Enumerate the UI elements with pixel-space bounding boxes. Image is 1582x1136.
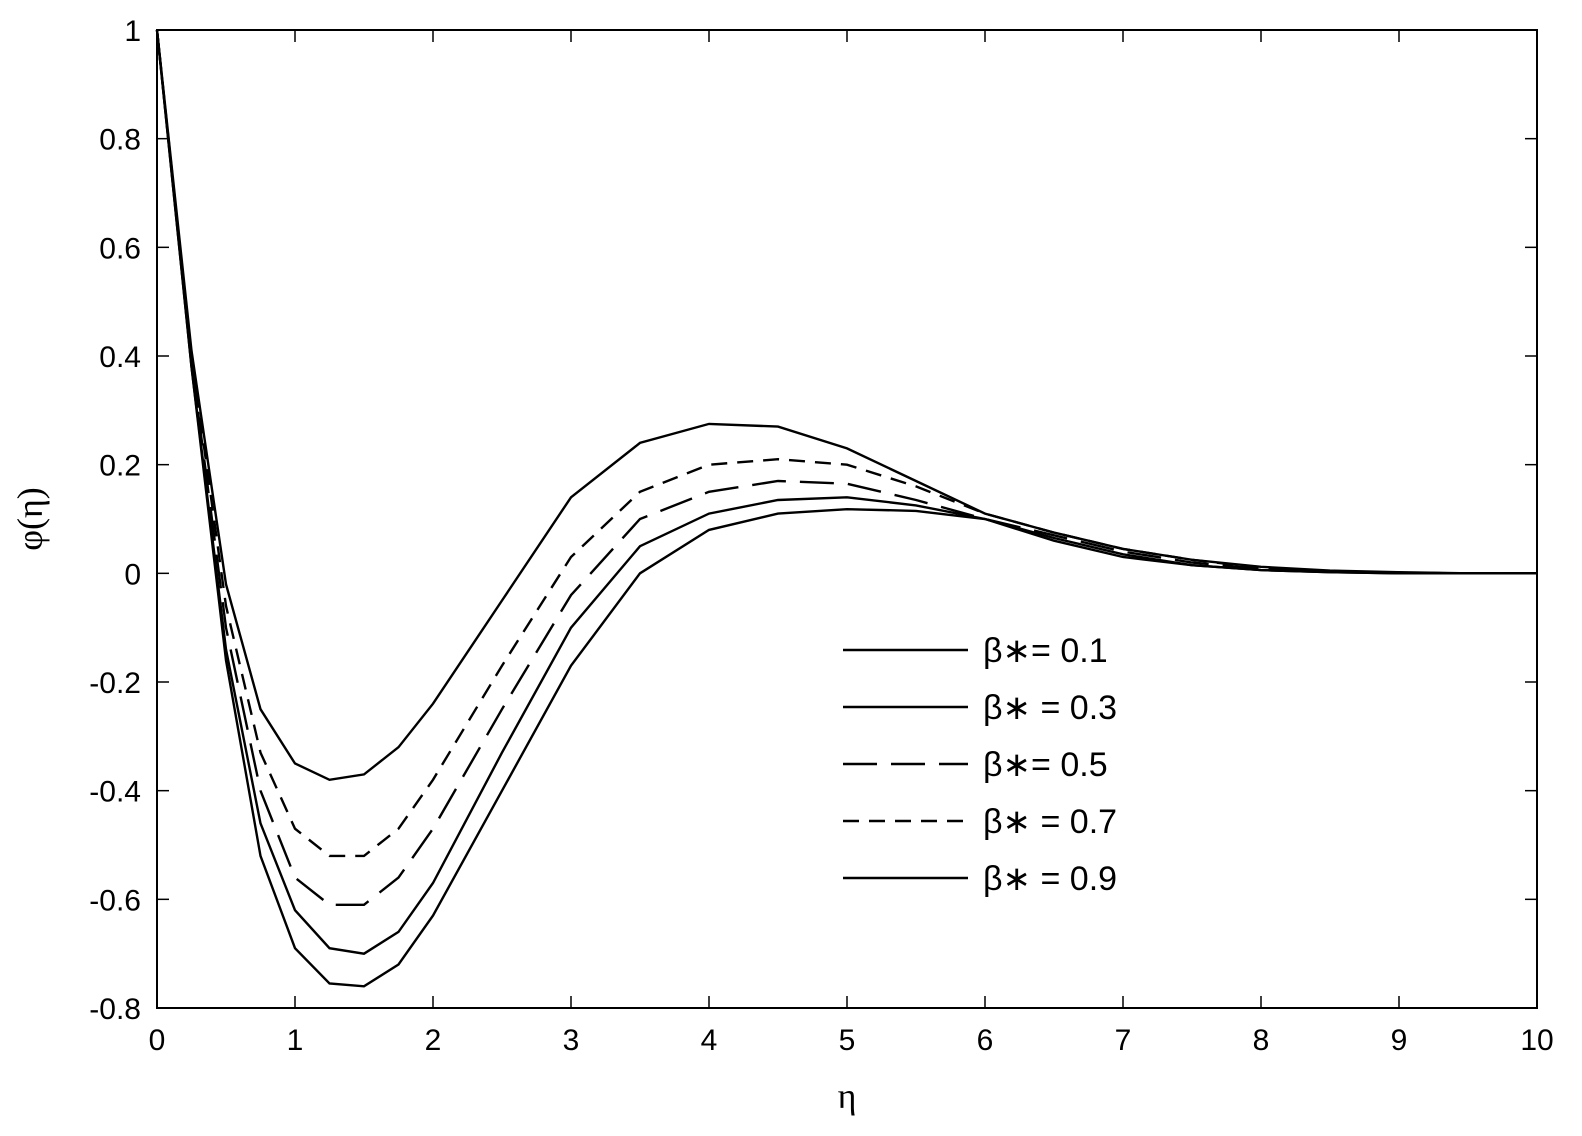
x-tick-label: 2 bbox=[425, 1024, 442, 1057]
x-tick-label: 9 bbox=[1391, 1024, 1408, 1057]
ticks-layer: 0 1 2 3 4 5 6 7 8 9 10 -0.8 -0.6 -0.4 -0.2 0 0.2 0.4 0.6 0.… bbox=[89, 15, 1553, 1057]
series-line-2 bbox=[155, 29, 1537, 955]
y-tick-label: -0.2 bbox=[89, 667, 141, 700]
series-line-4 bbox=[155, 29, 1537, 858]
y-tick-label: -0.4 bbox=[89, 776, 141, 809]
x-tick-label: 0 bbox=[149, 1024, 166, 1057]
legend-label-2: β∗ = 0.3 bbox=[983, 689, 1117, 727]
x-tick-label: 6 bbox=[977, 1024, 994, 1057]
y-tick-label: 0.6 bbox=[99, 232, 141, 265]
x-tick-label: 4 bbox=[701, 1024, 718, 1057]
y-axis-label: φ(η) bbox=[10, 487, 50, 551]
series-line-3 bbox=[155, 29, 1537, 906]
legend-label-1: β∗= 0.1 bbox=[983, 632, 1108, 670]
y-tick-label: 0.2 bbox=[99, 450, 141, 483]
y-tick-label: -0.6 bbox=[89, 884, 141, 917]
x-axis-label: η bbox=[838, 1076, 857, 1116]
y-tick-label: 0 bbox=[124, 558, 141, 591]
legend-label-4: β∗ = 0.7 bbox=[983, 803, 1117, 841]
series-layer bbox=[155, 29, 1537, 988]
legend-label-3: β∗= 0.5 bbox=[983, 746, 1108, 784]
legend-label-5: β∗ = 0.9 bbox=[983, 860, 1117, 898]
x-tick-label: 5 bbox=[839, 1024, 856, 1057]
x-tick-label: 3 bbox=[563, 1024, 580, 1057]
y-tick-label: 0.8 bbox=[99, 124, 141, 157]
x-tick-label: 7 bbox=[1115, 1024, 1132, 1057]
legend: β∗= 0.1 β∗ = 0.3 β∗= 0.5 β∗ = 0.7 β∗ = 0.9 bbox=[843, 632, 1117, 898]
y-tick-label: 1 bbox=[124, 15, 141, 48]
x-tick-label: 1 bbox=[287, 1024, 304, 1057]
x-tick-label: 8 bbox=[1253, 1024, 1270, 1057]
x-tick-label: 10 bbox=[1520, 1024, 1553, 1057]
y-tick-label: 0.4 bbox=[99, 341, 141, 374]
series-line-5 bbox=[155, 29, 1537, 782]
y-tick-label: -0.8 bbox=[89, 993, 141, 1026]
